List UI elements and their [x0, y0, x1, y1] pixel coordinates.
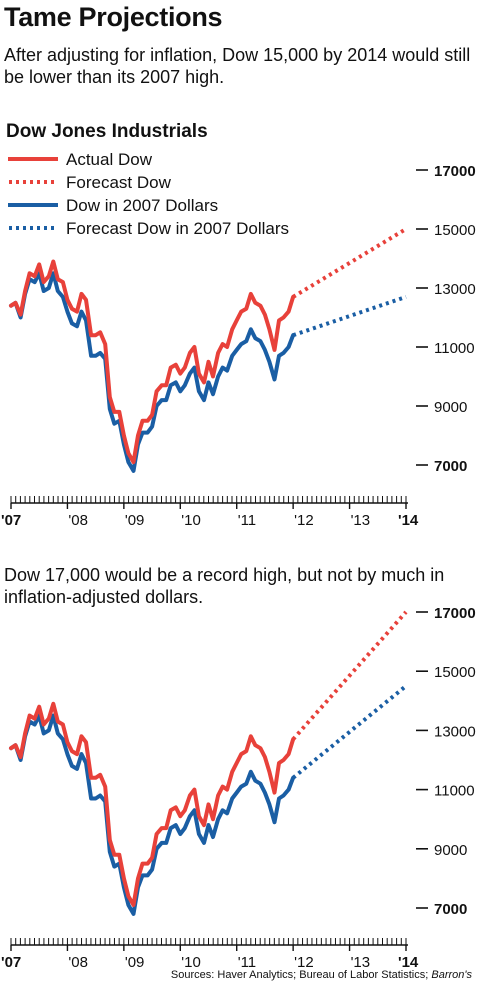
source-text: Sources: Haver Analytics; Bureau of Labo…	[170, 969, 432, 981]
x-tick-label: '08	[68, 954, 88, 967]
x-tick-label: '11	[238, 954, 256, 967]
x-tick-label: '12	[294, 512, 314, 529]
legend-label: Dow in 2007 Dollars	[66, 196, 219, 215]
y-tick-label: 7000	[434, 458, 467, 475]
x-tick-label: '07	[1, 512, 21, 529]
y-tick-label: 13000	[434, 723, 476, 740]
chart-2: 7000 9000 11000 13000 15000 17000 '07 '08 '09 '10…	[1, 605, 476, 967]
legend-label: Forecast Dow	[66, 173, 171, 192]
forecast-series-line	[292, 227, 408, 299]
legend-swatch-dotted-blue	[9, 226, 58, 230]
legend-swatch-solid-red	[8, 157, 58, 161]
source-publication: Barron's	[431, 969, 472, 981]
x-tick-label: '09	[125, 512, 145, 529]
chart-2-subtitle: Dow 17,000 would be a record high, but n…	[4, 565, 445, 607]
x-tick-label: '13	[351, 954, 371, 967]
y-tick-label: 15000	[434, 222, 476, 239]
x-tick-label: '07	[1, 954, 21, 967]
forecast-series-line	[291, 610, 408, 741]
y-tick-label: 11000	[434, 340, 475, 357]
legend-swatch-dotted-red	[9, 180, 58, 184]
forecast-series-line	[292, 295, 407, 338]
y-tick-label: 15000	[434, 664, 476, 681]
forecast-series-line	[291, 684, 408, 780]
y-tick-label: 17000	[434, 163, 476, 180]
legend-label: Actual Dow	[66, 150, 152, 169]
x-tick-label: '14	[398, 954, 419, 967]
x-tick-label: '13	[351, 512, 371, 529]
page-title: Tame Projections	[4, 2, 223, 32]
x-tick-label: '08	[68, 512, 88, 529]
legend-label: Forecast Dow in 2007 Dollars	[66, 219, 289, 238]
x-tick-label: '09	[125, 954, 145, 967]
y-tick-label: 9000	[434, 399, 467, 416]
series-line	[9, 713, 296, 916]
x-tick-label: '12	[294, 954, 314, 967]
y-tick-label: 17000	[434, 605, 476, 622]
series-line	[9, 701, 296, 907]
y-tick-label: 9000	[434, 842, 467, 859]
y-tick-label: 13000	[434, 281, 476, 298]
series-line	[9, 259, 296, 465]
x-tick-label: '11	[238, 512, 256, 529]
x-tick-label: '10	[181, 512, 201, 529]
y-tick-label: 11000	[434, 783, 475, 800]
source-note: Sources: Haver Analytics; Bureau of Labo…	[171, 969, 472, 981]
chart-1-subtitle: After adjusting for inflation, Dow 15,00…	[4, 45, 471, 87]
series-line	[9, 271, 296, 473]
y-tick-label: 7000	[434, 901, 467, 918]
x-tick-label: '14	[398, 512, 419, 529]
chart-1: 7000 9000 11000 13000 15000 17000 '07 '08 '09 '10…	[1, 163, 476, 529]
legend-swatch-solid-blue	[8, 203, 58, 207]
chart-1-title: Dow Jones Industrials	[6, 121, 208, 142]
x-tick-label: '10	[181, 954, 201, 967]
